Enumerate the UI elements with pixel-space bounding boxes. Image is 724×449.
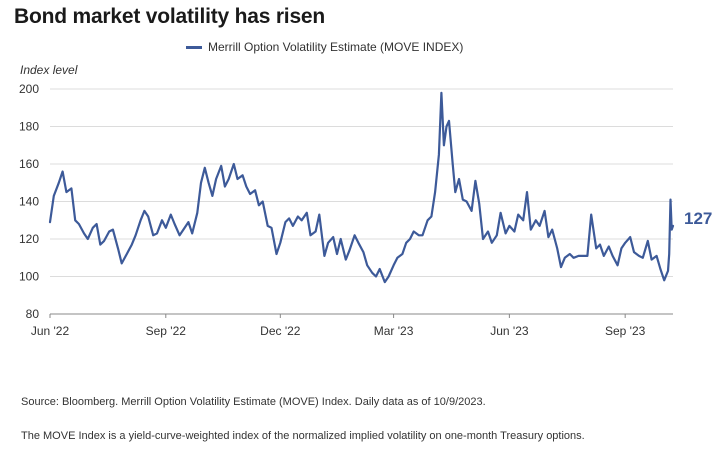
chart-legend: Merrill Option Volatility Estimate (MOVE… — [186, 40, 463, 54]
y-tick-label: 120 — [19, 232, 39, 246]
y-tick-label: 160 — [19, 157, 39, 171]
x-tick-label: Jun '23 — [490, 324, 529, 338]
y-tick-label: 100 — [19, 270, 39, 284]
x-tick-label: Sep '23 — [605, 324, 646, 338]
x-tick-label: Dec '22 — [260, 324, 301, 338]
y-tick-label: 180 — [19, 120, 39, 134]
chart-title: Bond market volatility has risen — [14, 5, 326, 28]
x-tick-label: Sep '22 — [146, 324, 187, 338]
line-chart: Index level 80 100 120 140 160 180 200 Jun '22 Se… — [19, 63, 712, 338]
series-line-move-index — [48, 91, 675, 284]
x-tick-label: Jun '22 — [31, 324, 70, 338]
legend-swatch — [186, 45, 202, 49]
end-value-label: 127 — [684, 209, 712, 228]
y-tick-label: 200 — [19, 82, 39, 96]
description-note: The MOVE Index is a yield-curve-weighted… — [21, 430, 585, 442]
y-tick-label: 140 — [19, 195, 39, 209]
source-note: Source: Bloomberg. Merrill Option Volati… — [21, 396, 486, 408]
x-tick-label: Mar '23 — [374, 324, 414, 338]
legend-label: Merrill Option Volatility Estimate (MOVE… — [208, 40, 464, 54]
y-tick-label: 80 — [26, 307, 40, 321]
y-axis-label: Index level — [20, 63, 78, 77]
